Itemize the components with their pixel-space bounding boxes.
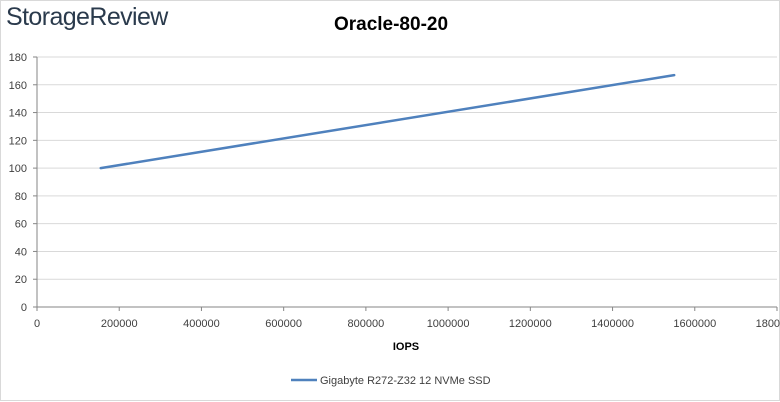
y-tick-label: 60 bbox=[15, 219, 27, 231]
y-tick-label: 120 bbox=[9, 135, 27, 147]
y-tick-label: 160 bbox=[9, 80, 27, 92]
chart-title: Oracle-80-20 bbox=[333, 14, 449, 35]
series-line bbox=[99, 73, 676, 170]
x-axis-title: IOPS bbox=[393, 341, 419, 353]
x-tick-label: 400000 bbox=[183, 318, 220, 330]
x-tick-label: 1600000 bbox=[673, 318, 716, 330]
axes bbox=[33, 56, 778, 311]
y-tick-label: 80 bbox=[15, 191, 27, 203]
series-lines bbox=[99, 73, 676, 170]
tick-labels: 0 20 40 60 80 100 120 140 160 180 0 200000 400000 600… bbox=[9, 52, 780, 330]
x-tick-label: 1200000 bbox=[509, 318, 552, 330]
x-tick-label: 1000000 bbox=[427, 318, 470, 330]
x-tick-label: 0 bbox=[34, 318, 40, 330]
x-tick-label: 800000 bbox=[348, 318, 385, 330]
x-tick-label: 200000 bbox=[101, 318, 138, 330]
x-tick-label: 600000 bbox=[265, 318, 302, 330]
legend-label: Gigabyte R272-Z32 12 NVMe SSD bbox=[320, 375, 491, 387]
y-tick-label: 40 bbox=[15, 246, 27, 258]
legend[interactable]: Gigabyte R272-Z32 12 NVMe SSD bbox=[291, 375, 491, 387]
y-tick-label: 0 bbox=[21, 302, 27, 314]
y-tick-label: 180 bbox=[9, 52, 27, 64]
storagereview-logo: StorageReview bbox=[6, 3, 168, 31]
gridlines bbox=[37, 56, 777, 280]
y-tick-label: 100 bbox=[9, 163, 27, 175]
x-tick-label: 1400000 bbox=[591, 318, 634, 330]
x-tick-label: 1800000 bbox=[756, 318, 780, 330]
y-tick-label: 140 bbox=[9, 108, 27, 120]
y-tick-label: 20 bbox=[15, 274, 27, 286]
